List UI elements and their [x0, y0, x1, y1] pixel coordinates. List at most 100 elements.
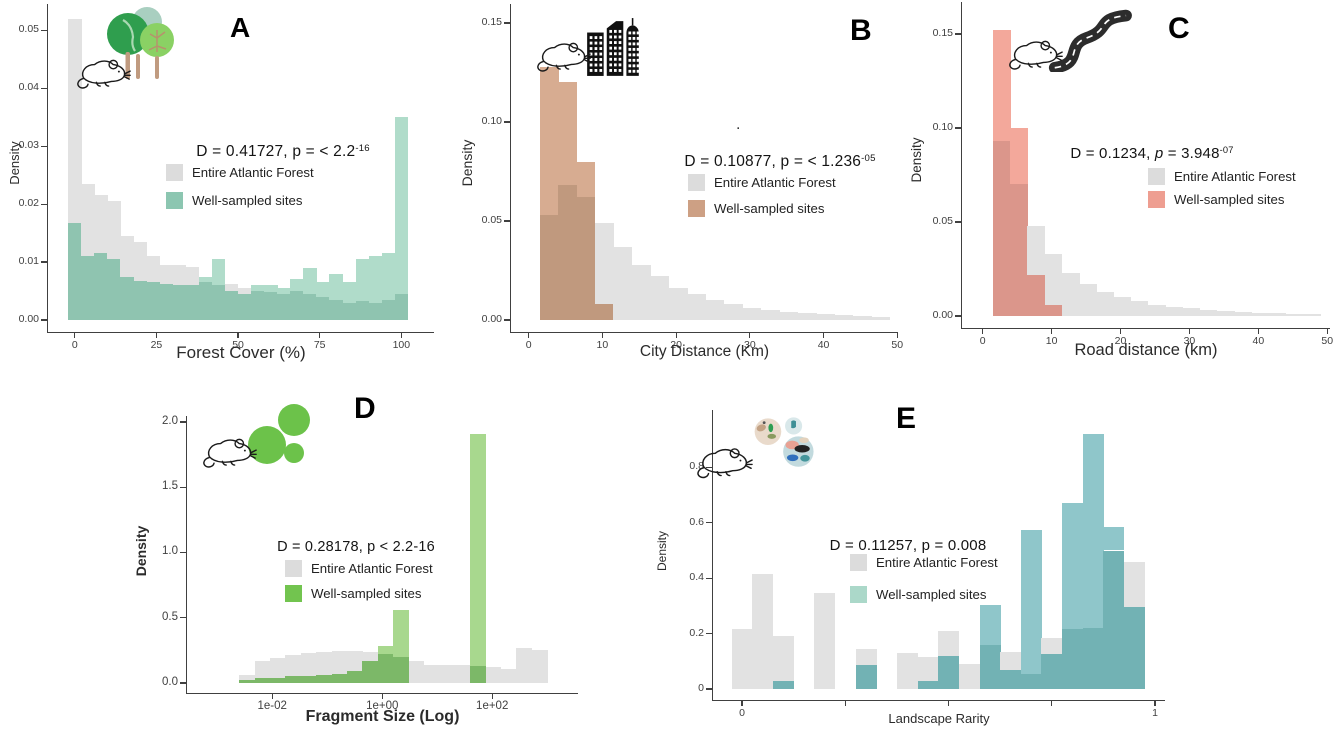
legend-item-entire-forest-label: Entire Atlantic Forest — [311, 561, 433, 576]
x-tick-label: 50 — [1321, 335, 1333, 347]
histogram-bar-overlap — [300, 675, 317, 683]
y-tick-label: 0.00 — [932, 309, 953, 321]
histogram-bar-colored — [993, 30, 1011, 142]
histogram-bar-colored — [470, 433, 486, 667]
x-tick-mark — [1119, 329, 1122, 334]
stats-exponent: -16 — [355, 142, 370, 154]
histogram-bar-colored — [316, 282, 330, 297]
y-axis-line — [185, 416, 187, 693]
histogram-bar-overlap — [316, 675, 333, 683]
histogram-bar-overlap — [185, 285, 200, 320]
histogram-bar-overlap — [303, 293, 317, 320]
legend-item-entire-forest-swatch — [285, 560, 302, 577]
y-tick-mark — [504, 319, 510, 321]
x-tick-mark — [741, 701, 743, 706]
x-tick-mark — [528, 333, 530, 338]
histogram-bar-overlap — [120, 276, 134, 320]
y-tick-label: 2.0 — [162, 414, 178, 427]
panel-letter-c: C — [1168, 12, 1190, 45]
x-tick-label: 100 — [392, 339, 411, 351]
y-tick-label: 0.10 — [932, 121, 953, 134]
panel-letter-b: B — [850, 14, 872, 47]
x-tick-label: 1e+00 — [366, 700, 399, 712]
x-tick-label: 1 — [1152, 707, 1158, 719]
histogram-bar-gray — [1113, 297, 1132, 316]
y-tick-mark — [706, 466, 712, 468]
x-tick-mark — [822, 333, 825, 338]
histogram-bar-gray — [1182, 308, 1201, 316]
y-tick-label: 0.5 — [162, 610, 178, 623]
x-tick-mark — [381, 694, 383, 699]
stray-dot: . — [736, 116, 741, 133]
histogram-bar-overlap — [595, 304, 614, 320]
x-tick-mark — [601, 333, 603, 338]
histogram-bar-overlap — [393, 656, 410, 683]
histogram-bar-overlap — [264, 292, 278, 320]
y-tick-mark — [504, 220, 510, 222]
y-tick-label: 0.03 — [18, 139, 39, 152]
histogram-bar-colored — [539, 66, 559, 216]
legend-item-well-sampled-label: Well-sampled sites — [192, 193, 303, 208]
x-tick-label: 0 — [979, 335, 986, 347]
legend-item-well-sampled-label: Well-sampled sites — [876, 587, 987, 602]
histogram-bar-gray — [1096, 291, 1114, 316]
histogram-bar-overlap — [94, 252, 108, 320]
histogram-bar-colored — [198, 276, 213, 283]
road-icon — [1048, 6, 1136, 74]
y-axis-title: Density — [7, 141, 22, 185]
fragments-icon — [244, 402, 314, 472]
histogram-bar-overlap — [1027, 274, 1046, 316]
histogram-bar-overlap — [1010, 184, 1028, 316]
histogram-bar-colored — [342, 282, 356, 303]
histogram-bar-gray — [731, 629, 753, 689]
histogram-bar-overlap — [239, 680, 256, 683]
y-tick-mark — [180, 486, 186, 488]
histogram-bar-gray — [752, 574, 774, 689]
y-axis-title: Density — [459, 139, 475, 187]
y-tick-label: 0.15 — [932, 27, 953, 40]
y-tick-label: 0.10 — [481, 115, 502, 128]
y-axis-line — [509, 4, 511, 332]
y-tick-label: 0.02 — [18, 197, 39, 210]
histogram-bar-gray — [270, 658, 286, 683]
y-tick-label: 0.8 — [689, 460, 704, 473]
histogram-bar-overlap — [855, 665, 877, 689]
histogram-bar-overlap — [993, 141, 1011, 316]
x-tick-label: 30 — [743, 339, 756, 351]
x-axis-title: Fragment Size (Log) — [305, 708, 460, 725]
histogram-bar-overlap — [290, 291, 304, 320]
x-tick-mark — [1326, 329, 1328, 334]
stats-exponent: -05 — [861, 152, 876, 164]
x-tick-label: 20 — [670, 339, 682, 351]
y-tick-mark — [180, 551, 186, 554]
y-tick-mark — [41, 29, 47, 31]
x-axis-title: Landscape Rarity — [888, 711, 990, 726]
histogram-bar-colored — [1010, 128, 1028, 185]
mouse-icon — [534, 36, 592, 76]
ks-stats-annotation: D = 0.10877, p = < 1.236-05 — [684, 153, 875, 171]
histogram-bar-overlap — [133, 280, 147, 320]
histogram-bar-gray — [631, 264, 651, 320]
histogram-bar-overlap — [1041, 654, 1063, 689]
histogram-bar-gray — [285, 654, 302, 683]
mouse-icon — [200, 432, 258, 472]
histogram-bar-overlap — [331, 673, 348, 683]
y-tick-mark — [504, 121, 510, 123]
histogram-bar-gray — [742, 308, 762, 320]
y-tick-label: 0.0 — [162, 676, 178, 688]
y-tick-mark — [955, 221, 961, 223]
y-axis-title: Density — [655, 530, 669, 571]
histogram-bar-overlap — [211, 285, 226, 320]
histogram-bar-overlap — [1020, 673, 1042, 689]
legend-item-entire-forest-label: Entire Atlantic Forest — [714, 175, 836, 190]
y-axis-line — [960, 2, 962, 328]
y-tick-label: 0.05 — [18, 23, 39, 36]
legend-item-entire-forest-swatch — [1148, 168, 1165, 185]
histogram-bar-gray — [1216, 311, 1235, 316]
x-tick-label: 40 — [817, 339, 830, 351]
x-tick-mark — [1154, 701, 1156, 706]
y-tick-mark — [706, 577, 712, 579]
y-tick-label: 0.04 — [18, 81, 39, 94]
ks-stats-annotation: D = 0.28178, p < 2.2-16 — [277, 539, 435, 555]
